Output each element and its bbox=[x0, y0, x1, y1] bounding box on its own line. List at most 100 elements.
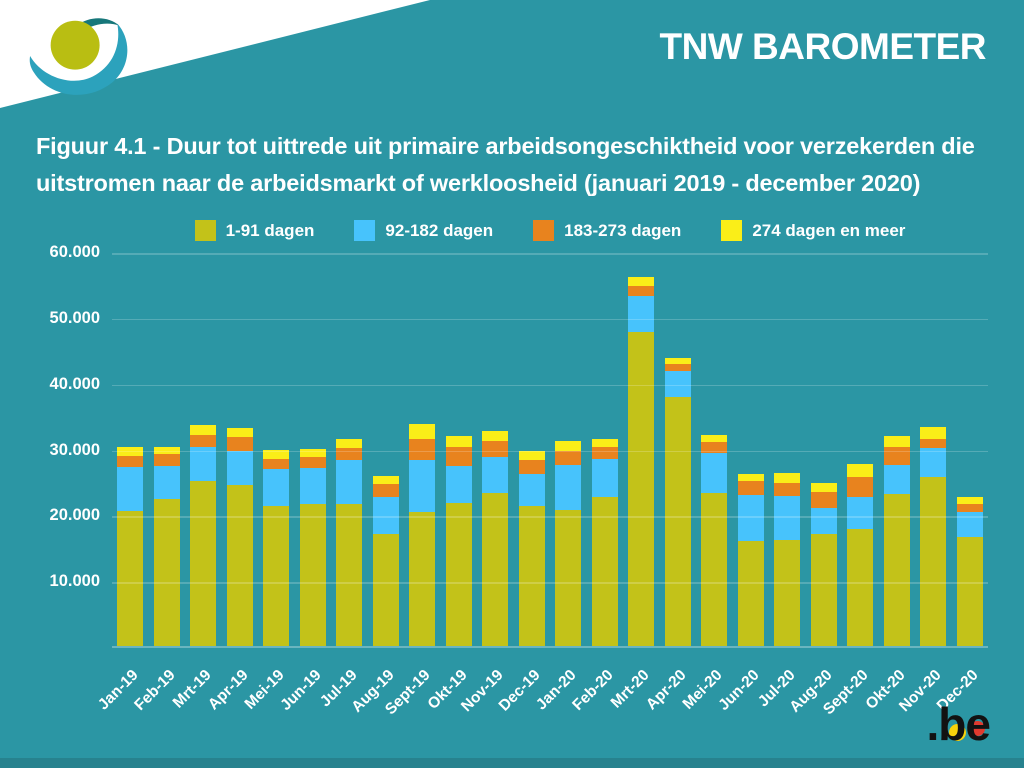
bar-segment bbox=[226, 436, 253, 451]
bar-segment bbox=[117, 446, 144, 456]
bar-slot bbox=[295, 253, 332, 646]
be-logo: .be bbox=[927, 698, 991, 750]
stacked-bar-Mei-20 bbox=[701, 435, 728, 646]
y-axis-tick-label: 60.000 bbox=[49, 243, 100, 261]
bar-slot bbox=[404, 253, 441, 646]
bar-slot bbox=[915, 253, 952, 646]
y-axis-tick-label: 40.000 bbox=[49, 374, 100, 393]
bar-segment bbox=[591, 459, 618, 497]
bar-segment bbox=[226, 450, 253, 485]
bar-slot bbox=[842, 253, 879, 646]
bar-slot bbox=[587, 253, 624, 646]
bar-segment bbox=[518, 506, 545, 646]
stacked-bar-Sept-20 bbox=[847, 464, 874, 646]
legend-label: 183-273 dagen bbox=[564, 220, 682, 240]
bar-segment bbox=[664, 397, 691, 646]
bar-segment bbox=[956, 536, 983, 646]
bar-segment bbox=[847, 529, 874, 646]
bar-segment bbox=[555, 450, 582, 465]
bar-segment bbox=[701, 493, 728, 646]
bar-segment bbox=[628, 285, 655, 297]
legend-item: 92-182 dagen bbox=[354, 220, 493, 241]
stacked-bar-Jan-19 bbox=[117, 446, 144, 646]
y-axis-tick-label: 50.000 bbox=[49, 308, 100, 327]
bar-segment bbox=[482, 430, 509, 442]
bar-segment bbox=[445, 466, 472, 504]
bar-segment bbox=[701, 435, 728, 442]
bar-segment bbox=[336, 503, 363, 646]
stacked-bar-Jan-20 bbox=[555, 440, 582, 646]
bar-segment bbox=[701, 453, 728, 494]
bar-segment bbox=[920, 476, 947, 646]
bar-slot bbox=[806, 253, 843, 646]
stacked-bar-Apr-20 bbox=[664, 357, 691, 646]
bar-segment bbox=[847, 464, 874, 477]
y-axis-tick-label: 30.000 bbox=[49, 440, 100, 459]
legend-swatch-icon bbox=[194, 220, 216, 241]
legend-item: 183-273 dagen bbox=[533, 220, 681, 241]
stacked-bar-Nov-19 bbox=[482, 430, 509, 646]
legend-swatch-icon bbox=[354, 220, 376, 241]
bar-segment bbox=[336, 460, 363, 504]
bar-segment bbox=[737, 474, 764, 482]
bar-segment bbox=[372, 534, 399, 646]
gridline bbox=[112, 450, 988, 452]
bar-slot bbox=[769, 253, 806, 646]
bar-slot bbox=[733, 253, 770, 646]
bar-slot bbox=[331, 253, 368, 646]
bar-segment bbox=[263, 468, 290, 506]
legend-swatch-icon bbox=[533, 220, 555, 241]
stacked-bar-Jul-19 bbox=[336, 439, 363, 646]
bar-slot bbox=[368, 253, 405, 646]
bar-segment bbox=[445, 436, 472, 448]
bar-segment bbox=[372, 484, 399, 497]
bar-segment bbox=[445, 503, 472, 646]
bar-slot bbox=[441, 253, 478, 646]
bar-segment bbox=[153, 454, 180, 466]
bar-segment bbox=[445, 447, 472, 467]
bar-segment bbox=[701, 441, 728, 454]
bar-segment bbox=[920, 447, 947, 477]
bar-segment bbox=[664, 371, 691, 398]
bar-segment bbox=[737, 481, 764, 495]
bar-segment bbox=[226, 428, 253, 437]
bar-segment bbox=[518, 460, 545, 475]
stacked-bar-Dec-20 bbox=[956, 496, 983, 646]
bar-segment bbox=[774, 495, 801, 541]
footer-strip bbox=[0, 758, 1024, 768]
bar-segment bbox=[482, 492, 509, 646]
bar-segment bbox=[409, 460, 436, 512]
bar-segment bbox=[591, 496, 618, 646]
bar-segment bbox=[299, 467, 326, 505]
bar-segment bbox=[737, 540, 764, 646]
bar-segment bbox=[555, 464, 582, 511]
bar-segment bbox=[299, 504, 326, 646]
legend-item: 274 dagen en meer bbox=[721, 220, 905, 241]
bar-segment bbox=[810, 534, 837, 646]
bar-segment bbox=[555, 440, 582, 451]
stacked-bar-Mrt-19 bbox=[190, 425, 217, 646]
stacked-bar-Okt-19 bbox=[445, 436, 472, 646]
bar-segment bbox=[883, 446, 910, 465]
logo-swoosh-shape bbox=[29, 23, 128, 95]
legend-label: 274 dagen en meer bbox=[752, 220, 906, 240]
bar-slot bbox=[258, 253, 295, 646]
bar-segment bbox=[628, 296, 655, 332]
stacked-bar-Jun-19 bbox=[299, 449, 326, 646]
social-security-logo-icon bbox=[29, 18, 128, 95]
legend-label: 92-182 dagen bbox=[385, 220, 494, 240]
bar-segment bbox=[956, 511, 983, 537]
bar-slot bbox=[514, 253, 551, 646]
bar-segment bbox=[664, 357, 691, 364]
bar-segment bbox=[190, 446, 217, 482]
bar-segment bbox=[956, 496, 983, 505]
bar-slot bbox=[477, 253, 514, 646]
figure-title: Figuur 4.1 - Duur tot uittrede uit prima… bbox=[36, 128, 988, 202]
bar-segment bbox=[299, 457, 326, 468]
bar-segment bbox=[190, 481, 217, 646]
be-logo-yellow-dot bbox=[948, 724, 966, 741]
bar-segment bbox=[190, 425, 217, 436]
legend-swatch-icon bbox=[721, 220, 743, 241]
bar-segment bbox=[920, 438, 947, 448]
bar-segment bbox=[737, 494, 764, 541]
